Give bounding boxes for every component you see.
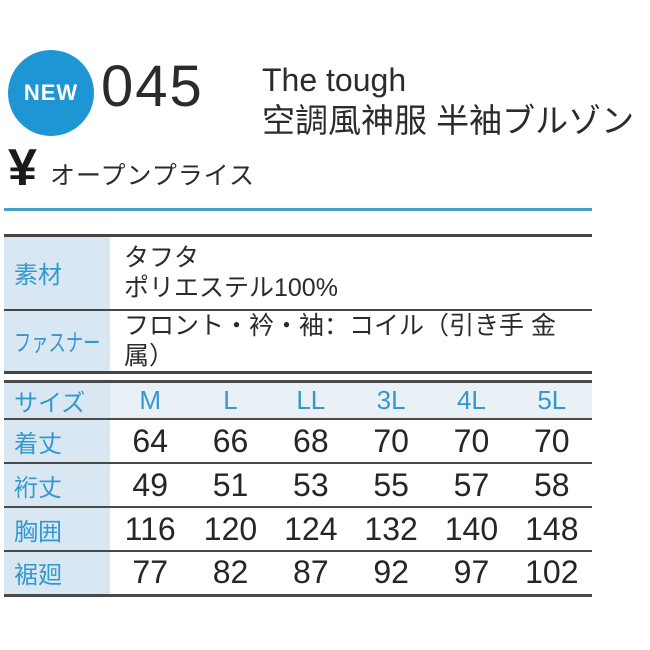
size-table-header-row: サイズ M L LL 3L 4L 5L <box>4 381 592 419</box>
size-value: 55 <box>373 466 409 503</box>
table-row-hem: 裾廻 77 82 87 92 97 102 <box>4 551 592 595</box>
size-column-header: M <box>139 385 162 415</box>
spec-value-line: タフタ <box>124 243 200 272</box>
spec-value-fastener: フロント・衿・袖：コイル（引き手 金属） <box>110 310 592 373</box>
spec-label-fastener: ファスナー <box>4 309 110 372</box>
size-value: 77 <box>132 554 168 591</box>
spec-value-line: ポリエステル100% <box>124 273 338 302</box>
size-value: 70 <box>453 422 490 459</box>
size-value: 70 <box>534 422 570 459</box>
product-number: 045 <box>101 54 204 119</box>
size-value: 58 <box>534 466 570 503</box>
spec-value-material: タフタ ポリエステル100% <box>110 236 592 310</box>
table-row-sleeve-length: 裄丈 49 51 53 55 57 58 <box>4 463 592 507</box>
size-value: 92 <box>373 554 409 591</box>
size-column-header: LL <box>296 385 326 415</box>
size-value: 120 <box>203 510 258 547</box>
size-column-header: 5L <box>537 385 567 415</box>
size-column-header: 3L <box>376 385 406 415</box>
table-row-fastener: ファスナー フロント・衿・袖：コイル（引き手 金属） <box>4 309 592 373</box>
spec-table: 素材 タフタ ポリエステル100% ファスナー フロント・衿・袖：コイル（引き手… <box>4 234 592 374</box>
size-column-header: L <box>223 385 238 415</box>
size-value: 140 <box>444 510 499 547</box>
size-value: 148 <box>525 510 579 547</box>
size-value: 82 <box>212 554 249 591</box>
size-value: 124 <box>284 510 338 547</box>
product-title: The tough 空調風神服 半袖ブルゾン <box>262 60 634 142</box>
size-table: サイズ M L LL 3L 4L 5L 着丈 64 66 68 70 70 70… <box>4 380 592 597</box>
spec-value-line: フロント・衿・袖：コイル（引き手 金属） <box>124 311 556 370</box>
size-value: 53 <box>293 466 329 503</box>
spec-label-fastener-text: ファスナー <box>14 330 101 357</box>
price-label: オープンプライス <box>50 162 256 190</box>
new-badge: NEW <box>8 50 94 136</box>
row-label: 裄丈 <box>4 463 111 507</box>
size-value: 68 <box>293 422 329 459</box>
table-row-material: 素材 タフタ ポリエステル100% <box>4 235 592 310</box>
row-label: 裾廻 <box>4 551 111 595</box>
size-value: 51 <box>212 466 249 503</box>
size-value: 70 <box>373 422 409 459</box>
spec-label-material: 素材 <box>4 235 110 310</box>
size-value: 57 <box>453 466 490 503</box>
size-value: 102 <box>525 554 579 591</box>
size-value: 132 <box>364 510 418 547</box>
new-badge-label: NEW <box>23 80 79 105</box>
product-title-ja: 空調風神服 半袖ブルゾン <box>262 102 635 139</box>
table-row-body-length: 着丈 64 66 68 70 70 70 <box>4 419 592 463</box>
size-value: 116 <box>124 510 176 547</box>
size-header-label: サイズ <box>4 381 111 419</box>
size-value: 87 <box>293 554 329 591</box>
size-column-header: 4L <box>456 385 486 415</box>
divider-line <box>4 208 592 211</box>
product-title-en: The tough <box>262 62 407 98</box>
yen-symbol: ¥ <box>8 139 37 197</box>
size-value: 49 <box>132 466 168 503</box>
size-value: 97 <box>453 554 490 591</box>
size-value: 64 <box>132 422 168 459</box>
row-label: 胸囲 <box>4 507 111 551</box>
table-row-chest: 胸囲 116 120 124 132 140 148 <box>4 507 592 551</box>
row-label: 着丈 <box>4 419 111 463</box>
size-value: 66 <box>212 422 249 459</box>
